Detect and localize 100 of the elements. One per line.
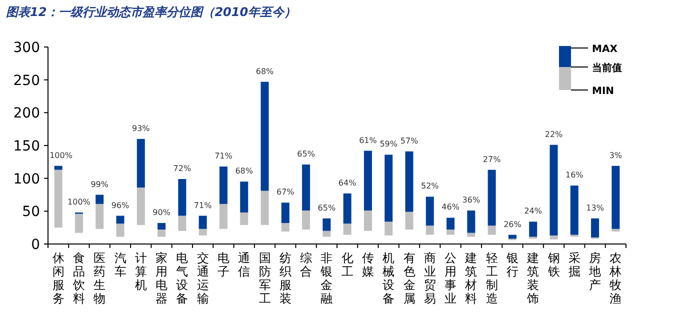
bar [260, 82, 269, 191]
x-tick-label: 有色金属 [403, 251, 416, 306]
bar [54, 166, 62, 170]
bar [426, 196, 434, 226]
bar [136, 138, 145, 188]
x-tick-label: 电子 [217, 251, 230, 278]
annotation: 52% [421, 182, 440, 191]
x-tick-label: 轻工制造 [486, 251, 498, 306]
annotation: 71% [194, 200, 212, 210]
bar [96, 194, 104, 204]
annotation: 61% [359, 136, 378, 145]
bar [467, 232, 476, 237]
annotation: 13% [586, 203, 604, 212]
bar [550, 235, 558, 240]
bar [384, 154, 393, 222]
annotation: 27% [482, 154, 502, 164]
annotation: 36% [462, 196, 480, 205]
y-tick-label: 0 [31, 237, 40, 253]
x-tick-label: 交通运输 [196, 251, 209, 306]
bar [570, 186, 578, 235]
y-tick-label: 150 [13, 138, 40, 154]
x-tick-label: 家用电器 [156, 251, 168, 306]
annotation: 65% [318, 203, 336, 212]
bar [322, 218, 331, 231]
annotation: 59% [380, 140, 398, 149]
annotation: 72% [173, 164, 192, 173]
bar [116, 216, 124, 224]
bar [612, 166, 620, 229]
bar [405, 212, 414, 230]
x-tick-label: 公用事业 [444, 251, 457, 306]
y-tick-label: 300 [13, 40, 40, 56]
x-tick-label: 医药生物 [94, 251, 106, 306]
annotation: 100% [50, 150, 73, 160]
y-tick-label: 100 [13, 171, 40, 188]
x-tick-label: 通信 [238, 251, 250, 278]
bar [136, 188, 145, 225]
x-tick-label: 综合 [300, 251, 312, 278]
annotation: 16% [566, 170, 584, 180]
bar [405, 151, 414, 212]
bar [198, 216, 207, 229]
x-tick-label: 化工 [341, 251, 354, 278]
bar [343, 193, 352, 224]
x-tick-label: 汽车 [114, 251, 126, 278]
x-tick-label: 机械设备 [382, 251, 395, 306]
x-tick-label: 房地产 [588, 251, 602, 292]
bar [219, 166, 228, 204]
chart-title: 图表12：一级行业动态市盈率分位图（2010年至今） [6, 5, 296, 19]
annotation: 3% [609, 150, 622, 160]
bar [612, 228, 620, 232]
bar [322, 230, 331, 237]
annotation: 90% [152, 208, 171, 217]
bar [488, 226, 496, 235]
annotation: MIN [592, 86, 614, 97]
annotation: 93% [132, 124, 150, 133]
x-tick-label: 银行 [505, 251, 518, 278]
annotation: 67% [276, 188, 295, 197]
bar [158, 222, 166, 230]
bar [343, 224, 352, 235]
y-tick-label: 250 [13, 72, 40, 89]
bar [96, 204, 104, 229]
bar [529, 222, 538, 237]
x-tick-label: 采掘 [568, 251, 580, 278]
bar [302, 164, 310, 211]
bar [158, 230, 166, 237]
x-tick-label: 钢铁 [546, 251, 560, 278]
x-tick-label: 商业贸易 [424, 251, 436, 306]
bar [178, 216, 186, 231]
bar [240, 212, 248, 225]
bar [364, 210, 372, 231]
x-tick-label: 纺织服装 [279, 251, 292, 306]
bar [426, 226, 434, 235]
bar [260, 190, 269, 225]
bar [591, 218, 600, 238]
x-tick-label: 非银金融 [320, 251, 333, 306]
annotation: 当前值 [592, 62, 622, 74]
annotation: 100% [68, 197, 91, 206]
x-tick-label: 传媒 [362, 251, 374, 278]
bar [178, 178, 186, 216]
x-tick-label: 食品饮料 [72, 251, 85, 306]
bar [198, 228, 207, 236]
bar [281, 222, 290, 232]
annotation: 57% [400, 136, 419, 146]
bar [550, 144, 558, 236]
bar [364, 150, 372, 211]
annotation: 24% [524, 206, 542, 216]
annotation: 71% [214, 152, 233, 161]
y-tick-label: 50 [22, 204, 40, 220]
x-tick-label: 计算机 [134, 251, 147, 292]
bar [467, 210, 476, 233]
bar [219, 204, 228, 229]
annotation: 99% [90, 180, 109, 189]
annotation: 46% [442, 202, 460, 212]
y-tick-label: 200 [13, 106, 40, 122]
x-tick-label: 国防军工 [258, 251, 271, 306]
bar [446, 230, 455, 235]
bar [488, 170, 496, 226]
annotation: MAX [592, 44, 618, 55]
annotation: 22% [544, 130, 564, 139]
bar [384, 222, 393, 236]
annotation: 68% [235, 166, 254, 176]
